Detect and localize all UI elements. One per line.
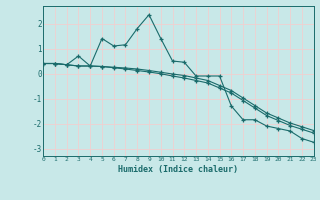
X-axis label: Humidex (Indice chaleur): Humidex (Indice chaleur) <box>118 165 238 174</box>
